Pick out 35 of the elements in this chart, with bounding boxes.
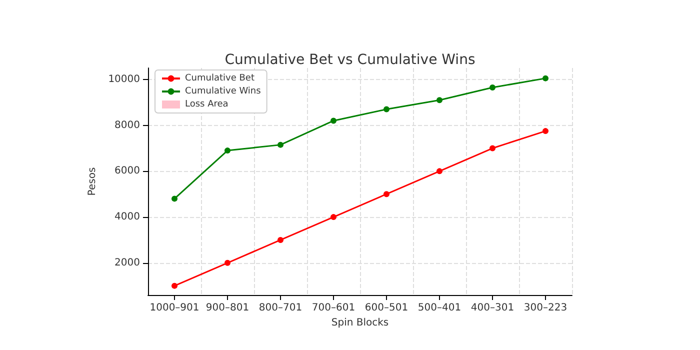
y-tick-label: 8000 <box>114 120 140 131</box>
x-tick-label: 800–701 <box>258 302 302 314</box>
y-tick-label: 10000 <box>108 74 140 85</box>
point <box>436 97 442 104</box>
point <box>384 106 390 112</box>
x-tick-label: 300–223 <box>524 302 568 314</box>
x-tick-label: 1000–901 <box>150 302 200 314</box>
y-tick-label: 2000 <box>114 257 140 268</box>
x-tick-label: 700–601 <box>312 302 356 314</box>
x-tick-label: 500–401 <box>418 302 462 314</box>
point <box>542 75 548 82</box>
point <box>542 128 548 134</box>
x-tick-label: 600–501 <box>364 302 408 314</box>
x-tick-label: 400–301 <box>470 302 514 314</box>
point <box>172 196 178 202</box>
y-tick-label: 4000 <box>114 212 140 223</box>
chart-title: Cumulative Bet vs Cumulative Wins <box>224 52 476 68</box>
point <box>330 118 336 124</box>
point <box>278 142 284 148</box>
point <box>490 84 496 90</box>
legend-label: Loss Area <box>185 100 228 110</box>
point <box>278 236 284 243</box>
legend-label: Cumulative Wins <box>185 86 262 96</box>
point <box>224 260 230 266</box>
x-tick-label: 900–801 <box>206 302 250 314</box>
legend-label: Cumulative Bet <box>185 74 255 84</box>
point <box>330 214 336 220</box>
point <box>490 145 496 152</box>
point <box>436 168 442 174</box>
point <box>384 191 390 198</box>
x-axis-title: Spin Blocks <box>331 317 389 328</box>
y-axis-title: Pesos <box>86 167 98 196</box>
point <box>224 148 230 154</box>
y-tick-label: 6000 <box>114 166 140 177</box>
point <box>172 282 178 289</box>
